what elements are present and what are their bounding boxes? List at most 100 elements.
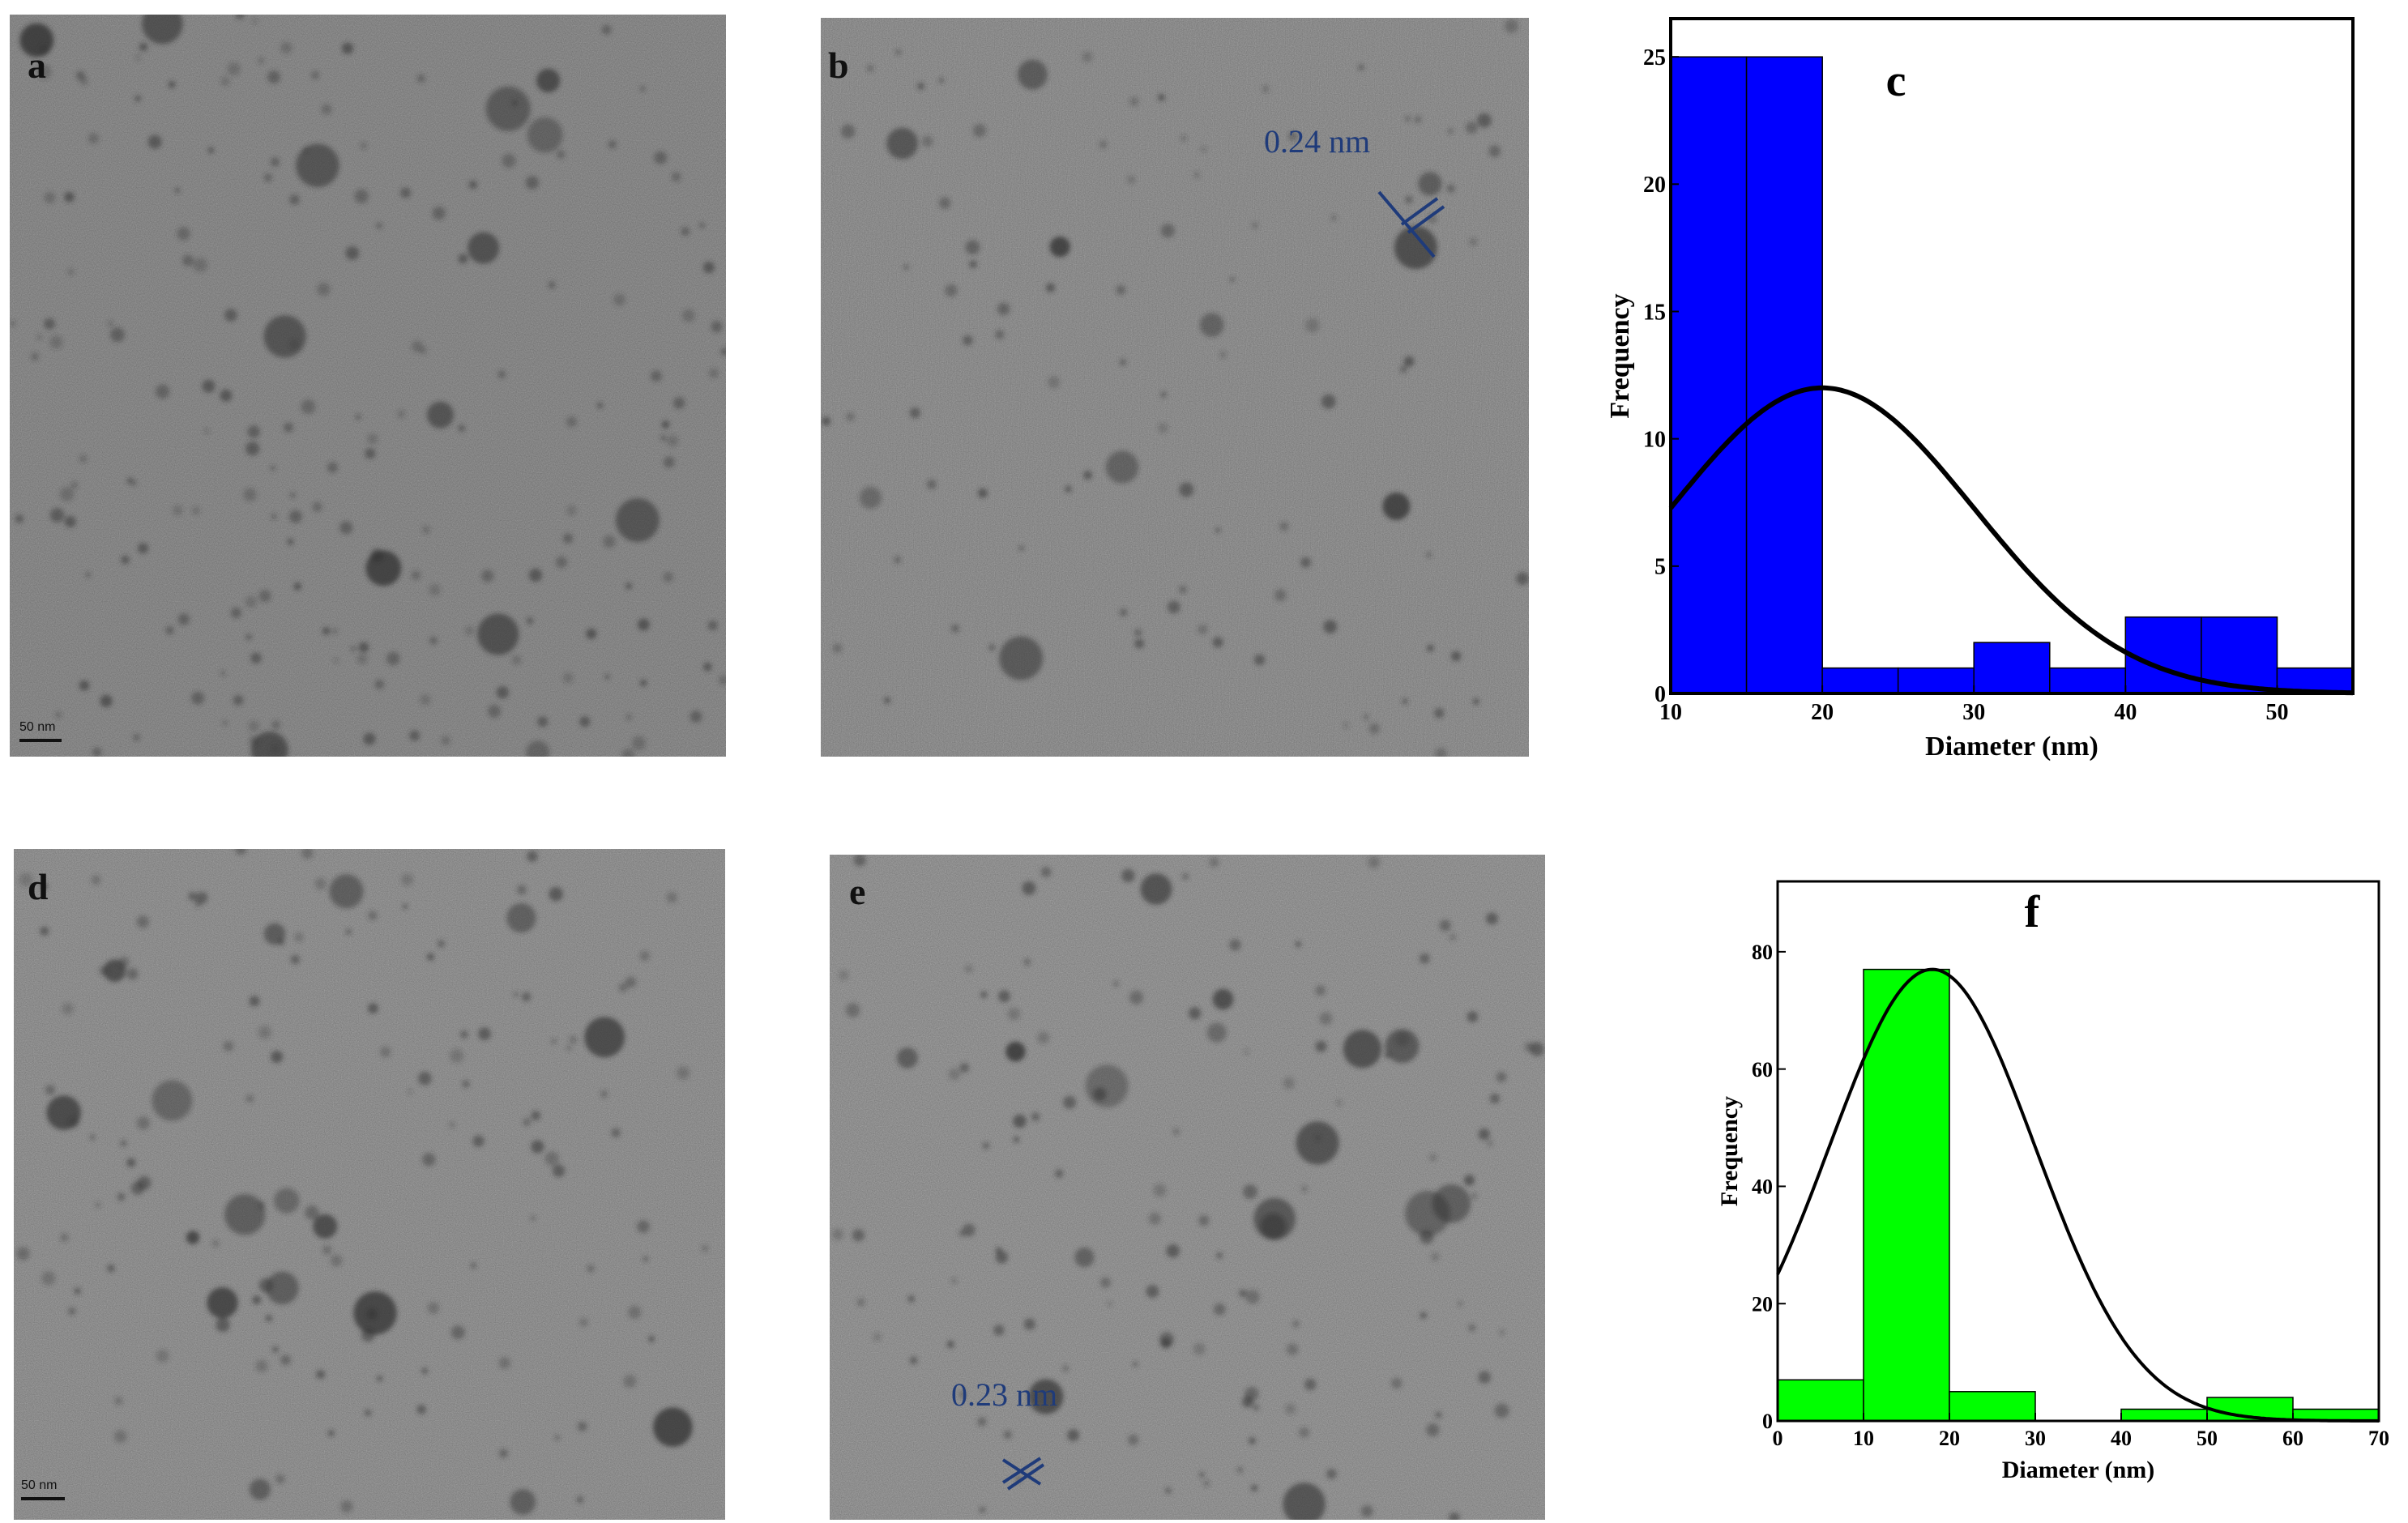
x-tick-label: 10 — [1659, 700, 1682, 725]
nanoparticle — [1099, 1277, 1111, 1288]
nanoparticle — [719, 675, 726, 685]
x-tick-label: 70 — [2368, 1427, 2389, 1450]
nanoparticle — [1166, 1244, 1180, 1258]
nanoparticle — [938, 78, 944, 83]
nanoparticle — [139, 42, 148, 52]
nanoparticle — [1065, 485, 1072, 493]
nanoparticle — [707, 621, 718, 631]
nanoparticle — [498, 1357, 511, 1369]
nanoparticle — [265, 1315, 272, 1322]
gaussian-fit-curve — [1668, 385, 2354, 696]
nanoparticle — [40, 926, 49, 936]
nanoparticle — [249, 996, 260, 1007]
tem-noise — [10, 15, 726, 757]
nanoparticle — [1007, 1007, 1021, 1021]
nanoparticle — [366, 1308, 378, 1320]
nanoparticle — [1427, 644, 1434, 652]
nanoparticle — [1477, 113, 1492, 128]
nanoparticle — [1040, 867, 1052, 877]
nanoparticle — [1212, 637, 1223, 648]
nanoparticle — [107, 1264, 115, 1273]
nanoparticle — [660, 434, 667, 442]
nanoparticle — [204, 428, 210, 434]
nanoparticle — [1472, 698, 1479, 706]
nanoparticle — [608, 140, 617, 149]
nanoparticle — [450, 1048, 464, 1064]
nanoparticle — [681, 227, 690, 237]
nanoparticle — [965, 240, 980, 255]
nanoparticle — [408, 1089, 413, 1094]
nanoparticle — [846, 412, 855, 421]
histogram-bar-2 — [1863, 968, 1950, 1422]
nanoparticle — [701, 1244, 709, 1252]
x-tick-label: 30 — [2025, 1427, 2046, 1450]
nanoparticle — [1229, 939, 1241, 951]
nanoparticle — [45, 1085, 56, 1095]
nanoparticle — [36, 64, 52, 79]
nanoparticle — [427, 1302, 439, 1314]
nanoparticle — [551, 1039, 557, 1044]
nanoparticle — [481, 570, 494, 582]
nanoparticle — [1295, 941, 1301, 948]
nanoparticle — [1245, 1290, 1260, 1304]
nanoparticle — [1082, 51, 1093, 62]
nanoparticle — [1382, 493, 1411, 520]
nanoparticle — [1494, 1403, 1509, 1418]
nanoparticle — [1082, 471, 1093, 480]
lattice-spacing-label-b: 0.24 nm — [1264, 123, 1371, 160]
histogram-chart-c: 10 20 30 40 50 0 5 10 15 20 25 Diameter (nm) Frequen… — [1605, 17, 2355, 762]
nanoparticle — [1013, 1114, 1027, 1128]
nanoparticle — [1178, 585, 1187, 594]
nanoparticle — [258, 57, 265, 65]
nanoparticle — [909, 1356, 918, 1365]
nanoparticle — [964, 965, 973, 973]
nanoparticle — [426, 953, 435, 961]
nanoparticle — [1432, 1184, 1471, 1223]
nanoparticle — [544, 1151, 559, 1166]
panel-label-a: a — [28, 45, 46, 86]
nanoparticle — [235, 15, 245, 19]
nanoparticle — [1330, 215, 1337, 221]
nanoparticle — [1299, 1427, 1310, 1438]
nanoparticle — [859, 486, 882, 509]
y-tick-label: 0 — [1654, 682, 1666, 707]
nanoparticle — [432, 207, 446, 220]
nanoparticle — [1037, 1031, 1050, 1044]
nanoparticle — [1426, 1423, 1440, 1437]
nanoparticle — [845, 1003, 860, 1017]
nanoparticle — [397, 409, 406, 419]
nanoparticle — [275, 1474, 285, 1484]
nanoparticle — [173, 505, 183, 516]
nanoparticle — [886, 127, 918, 160]
nanoparticle — [511, 655, 522, 665]
histogram-bar-5 — [1973, 642, 2051, 694]
nanoparticle — [840, 124, 856, 139]
nanoparticle — [1343, 722, 1349, 728]
nanoparticle — [1429, 1154, 1437, 1162]
nanoparticle — [1045, 283, 1056, 292]
nanoparticle — [301, 399, 316, 415]
nanoparticle — [243, 488, 257, 501]
nanoparticle — [950, 624, 959, 633]
nanoparticle — [191, 506, 200, 515]
nanoparticle — [293, 582, 302, 591]
nanoparticle — [1215, 1252, 1223, 1259]
nanoparticle — [643, 1256, 649, 1262]
y-tick-label: 15 — [1643, 300, 1666, 325]
nanoparticle — [340, 1500, 353, 1513]
nanoparticle — [350, 646, 357, 652]
nanoparticle — [1049, 237, 1070, 258]
histogram-bar-3 — [1821, 667, 1899, 694]
nanoparticle — [386, 651, 400, 666]
nanoparticle — [699, 223, 705, 228]
nanoparticle — [527, 851, 538, 862]
nanoparticle — [458, 254, 468, 264]
nanoparticle — [663, 572, 673, 582]
nanoparticle — [621, 749, 635, 757]
tem-texture — [830, 855, 1545, 1520]
nanoparticle — [1148, 1212, 1161, 1225]
nanoparticle — [110, 327, 125, 343]
panel-label-b: b — [828, 45, 849, 86]
nanoparticle — [278, 939, 285, 946]
nanoparticle — [554, 1435, 560, 1440]
